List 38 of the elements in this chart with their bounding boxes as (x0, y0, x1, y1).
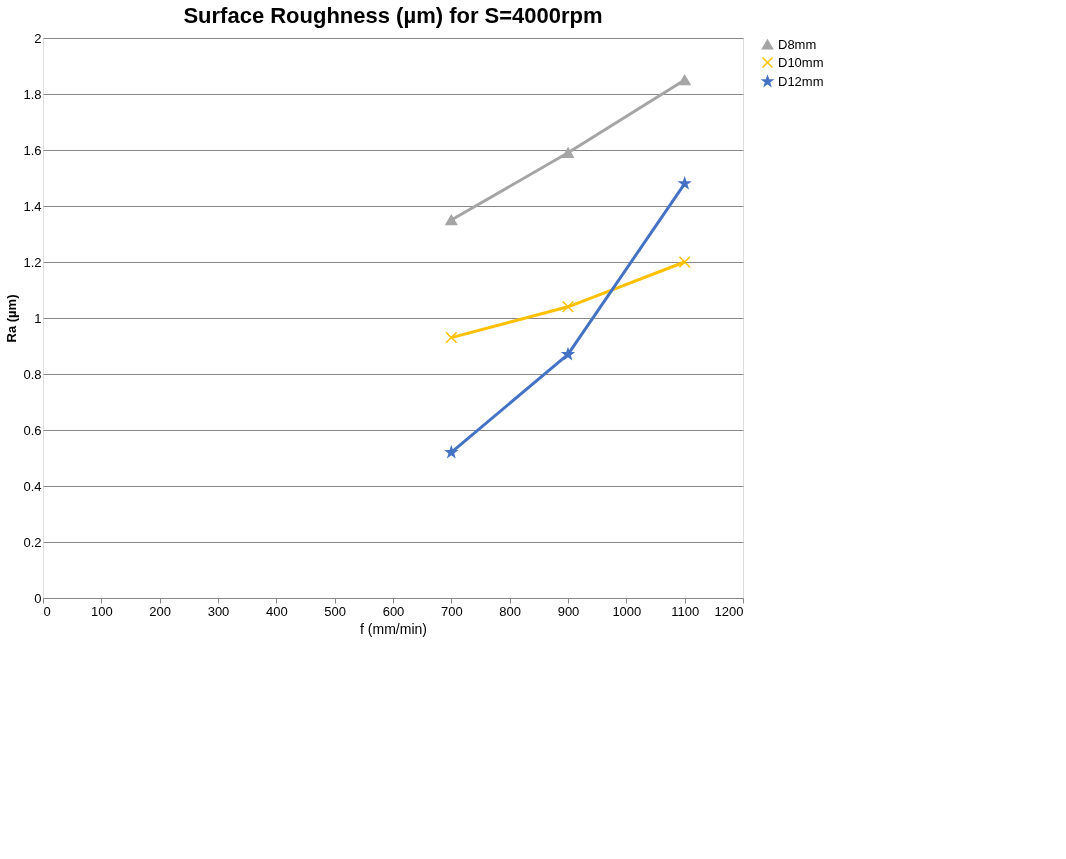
y-tick-label: 2 (34, 30, 42, 46)
point (562, 300, 574, 313)
y-tick-label: 1.4 (23, 198, 42, 214)
x-tick-label: 1100 (671, 603, 700, 619)
y-tick-label: 0 (34, 590, 42, 606)
y-axis-title: Ra (µm) (4, 294, 20, 343)
point (678, 177, 691, 189)
point (678, 256, 691, 268)
point (445, 214, 458, 226)
y-tick-label: 1.2 (23, 254, 42, 270)
point (678, 74, 691, 86)
x-tick-label: 1000 (612, 603, 642, 619)
x-tick-label: 400 (265, 603, 288, 619)
chart-title: Surface Roughness (µm) for S=4000rpm (183, 3, 603, 28)
x-tick-label: 300 (207, 603, 230, 619)
point (562, 348, 574, 360)
x-tick-label: 600 (382, 603, 405, 619)
y-tick-label: 0.6 (23, 422, 42, 438)
y-tick-label: 0.4 (23, 478, 42, 494)
y-tick-label: 1 (34, 310, 42, 326)
point (445, 446, 458, 458)
x-tick-label: 200 (149, 603, 172, 619)
legend-label: D10mm (778, 54, 824, 70)
legend-label: D12mm (778, 73, 824, 89)
y-tick-label: 0.8 (23, 366, 42, 382)
x-tick-label: 900 (557, 603, 580, 619)
x-tick-label: 100 (90, 603, 113, 619)
x-axis-title: f (mm/min) (360, 620, 427, 637)
x-tick-label: 1200 (714, 603, 744, 619)
x-tick-label: 800 (499, 603, 522, 619)
point (445, 331, 458, 344)
point (562, 147, 574, 159)
x-tick-label: 500 (324, 603, 347, 619)
legend-label: D8mm (778, 36, 817, 52)
y-tick-label: 1.6 (23, 142, 42, 158)
y-tick-label: 0.2 (23, 534, 42, 550)
y-tick-label: 1.8 (23, 86, 42, 102)
x-tick-label: 700 (440, 603, 463, 619)
